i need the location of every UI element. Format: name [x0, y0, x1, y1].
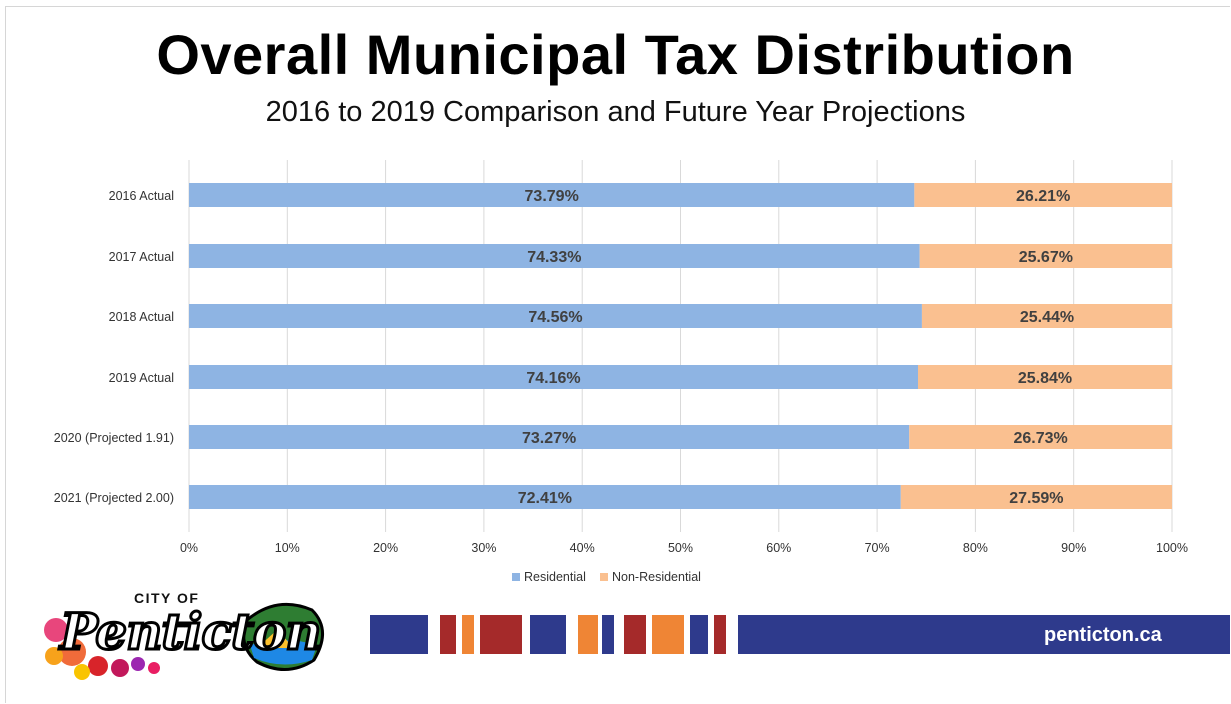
bar-non-residential — [921, 304, 1172, 328]
x-tick-label: 50% — [668, 541, 693, 555]
footer-stripe-bar — [370, 615, 1230, 654]
data-label: 26.73% — [1013, 430, 1067, 447]
data-label: 74.33% — [527, 249, 581, 266]
data-label: 72.41% — [518, 490, 572, 507]
x-tick-label: 0% — [180, 541, 198, 555]
bar-non-residential — [919, 244, 1172, 268]
x-tick-label: 70% — [865, 541, 890, 555]
x-tick-label: 80% — [963, 541, 988, 555]
bar-non-residential — [900, 485, 1172, 509]
data-label: 74.16% — [526, 370, 580, 387]
data-label: 27.59% — [1009, 490, 1063, 507]
bar-non-residential — [914, 183, 1172, 207]
legend-swatch — [600, 573, 608, 581]
x-tick-label: 90% — [1061, 541, 1086, 555]
logo-city-of: CITY OF — [134, 590, 200, 606]
bar-non-residential — [909, 425, 1172, 449]
x-tick-label: 30% — [471, 541, 496, 555]
category-label: 2016 Actual — [109, 189, 174, 203]
bar-residential — [189, 425, 910, 449]
data-label: 25.84% — [1018, 370, 1072, 387]
bar-residential — [189, 244, 920, 268]
data-label: 73.79% — [525, 188, 579, 205]
category-label: 2021 (Projected 2.00) — [54, 491, 174, 505]
chart: 2016 Actual 73.79% 26.21% 2017 Actual 74.33%… — [54, 160, 1188, 584]
logo-graphic — [44, 602, 324, 680]
x-tick-label: 40% — [570, 541, 595, 555]
category-label: 2018 Actual — [109, 310, 174, 324]
bar-residential — [189, 304, 922, 328]
x-tick-label: 20% — [373, 541, 398, 555]
data-label: 25.67% — [1019, 249, 1073, 266]
x-tick-label: 60% — [766, 541, 791, 555]
website-url[interactable]: penticton.ca — [1044, 624, 1162, 646]
legend-swatch — [512, 573, 520, 581]
category-label: 2019 Actual — [109, 371, 174, 385]
bar-residential — [189, 365, 918, 389]
bar-non-residential — [917, 365, 1172, 389]
logo-wordmark: Penticton — [59, 601, 324, 663]
data-label: 25.44% — [1020, 309, 1074, 326]
data-label: 26.21% — [1016, 188, 1070, 205]
bar-residential — [189, 485, 901, 509]
city-logo: CITY OF Penticton — [42, 590, 332, 685]
page-title: Overall Municipal Tax Distribution — [156, 23, 1075, 86]
page-subtitle: 2016 to 2019 Comparison and Future Year … — [265, 96, 966, 128]
data-label: 74.56% — [528, 309, 582, 326]
x-tick-label: 10% — [275, 541, 300, 555]
slide — [5, 6, 1230, 703]
data-label: 73.27% — [522, 430, 576, 447]
legend-label: Non-Residential — [612, 570, 701, 584]
category-label: 2017 Actual — [109, 250, 174, 264]
bar-residential — [189, 183, 915, 207]
x-tick-label: 100% — [1156, 541, 1188, 555]
category-label: 2020 (Projected 1.91) — [54, 431, 174, 445]
legend-label: Residential — [524, 570, 586, 584]
